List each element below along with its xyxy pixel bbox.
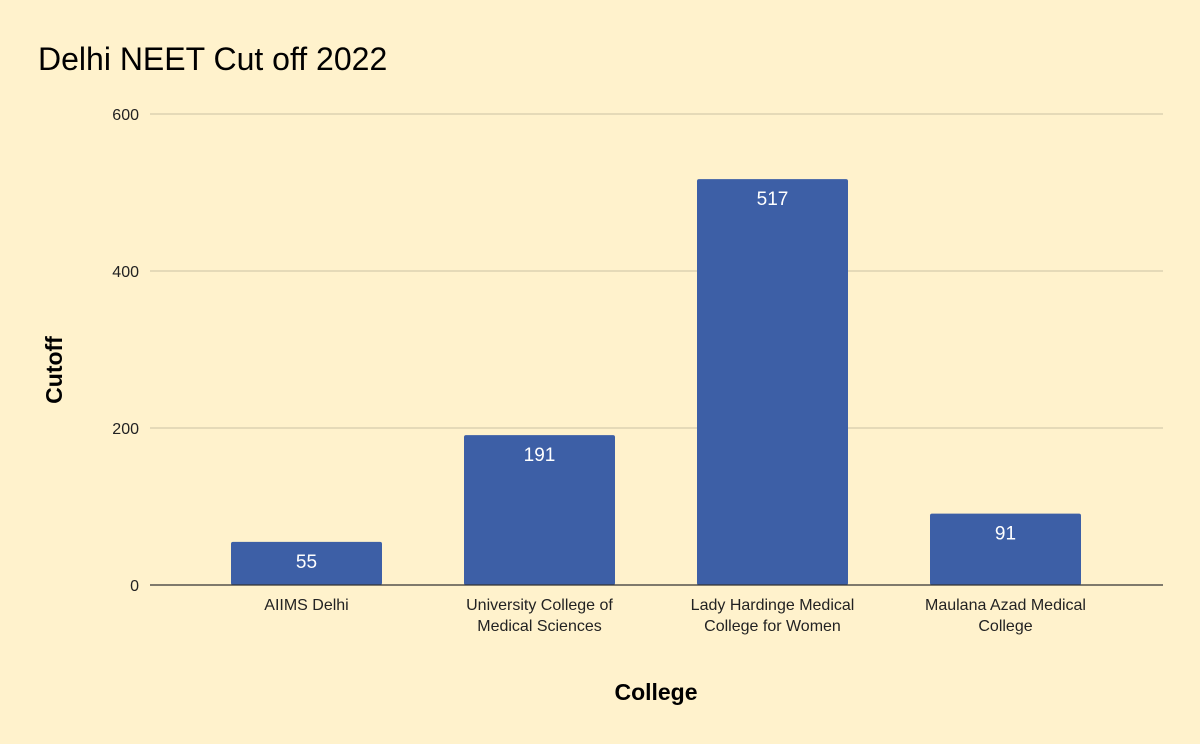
bar xyxy=(930,513,1081,585)
x-category-label: College for Women xyxy=(704,618,841,635)
chart-title: Delhi NEET Cut off 2022 xyxy=(38,41,387,77)
y-tick-label: 400 xyxy=(112,264,139,281)
x-category-label: Medical Sciences xyxy=(477,618,602,635)
x-category-label: College xyxy=(978,618,1032,635)
x-category-label: Maulana Azad Medical xyxy=(925,597,1086,614)
data-label: 91 xyxy=(995,524,1016,545)
y-axis-title: Cutoff xyxy=(41,336,67,404)
x-category-label: AIIMS Delhi xyxy=(264,597,348,614)
data-label: 55 xyxy=(296,552,317,573)
bar xyxy=(231,541,382,585)
data-label: 191 xyxy=(524,445,556,466)
y-axis-ticks: 0 200 400 600 xyxy=(112,107,139,595)
x-axis-categories: AIIMS Delhi University College of Medical … xyxy=(264,597,1086,635)
bar xyxy=(697,179,848,585)
bar xyxy=(464,435,615,585)
gridlines xyxy=(150,113,1163,429)
x-category-label: Lady Hardinge Medical xyxy=(691,597,855,614)
x-axis-title: College xyxy=(614,679,697,705)
data-labels: 55 191 517 91 xyxy=(296,189,1016,573)
y-tick-label: 0 xyxy=(130,578,139,595)
y-tick-label: 200 xyxy=(112,421,139,438)
y-tick-label: 600 xyxy=(112,107,139,124)
x-category-label: University College of xyxy=(466,597,613,614)
data-label: 517 xyxy=(757,189,789,210)
bars xyxy=(231,179,1081,585)
